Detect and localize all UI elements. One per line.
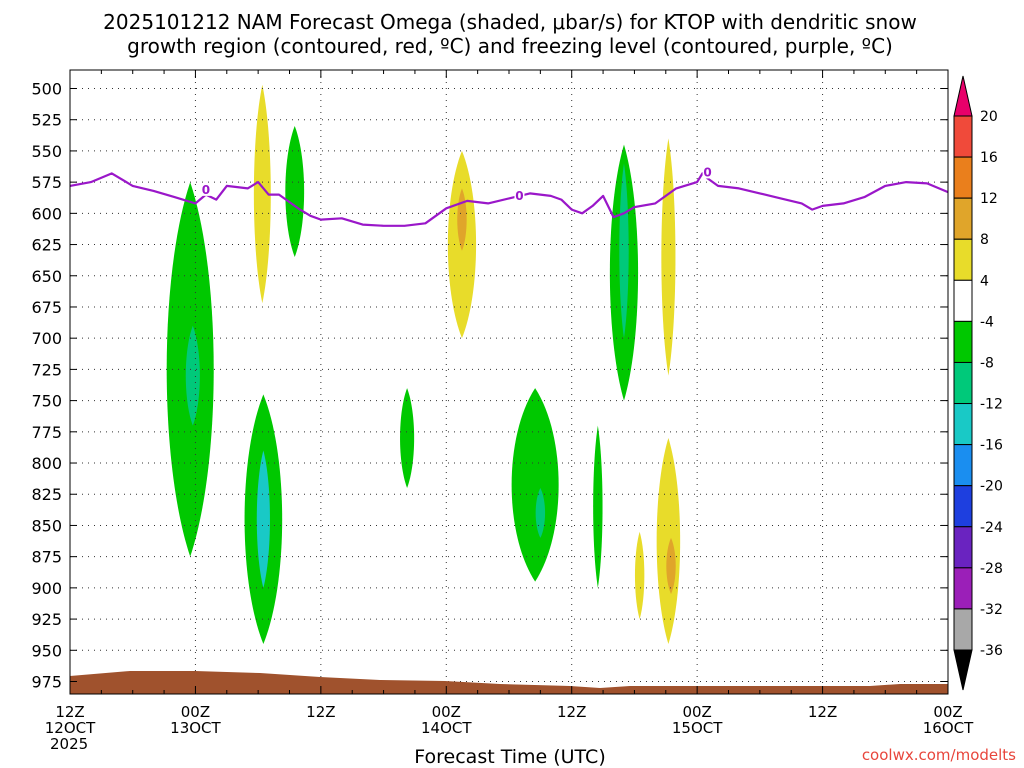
- credit-link[interactable]: coolwx.com/modelts: [862, 746, 1016, 764]
- omega-region-lower-sink-core: [256, 450, 270, 588]
- y-tick-label: 825: [31, 485, 62, 504]
- x-tick-label: 00Z: [181, 703, 210, 721]
- freezing-level-contour: 0 0 0: [69, 165, 949, 227]
- omega-region-ascent-4: [661, 138, 676, 376]
- freezing-level-label: 0: [202, 183, 210, 197]
- omega-colorbar: 20 16 12 8 4 -4 -8 -12 -16 -20 -24 -28 -32 -36: [953, 75, 1003, 691]
- colorbar-box: [953, 403, 973, 446]
- y-tick-label: 575: [31, 173, 62, 192]
- y-tick-label: 800: [31, 454, 62, 473]
- y-axis: 500 525 550 575 600 625 650 675 700 725 750 775 800 8…: [31, 80, 948, 692]
- omega-region-ascent-3: [634, 531, 645, 620]
- x-tick-label: 12Z: [808, 703, 837, 721]
- freezing-label-bg: [702, 165, 713, 179]
- x-tick-label: 15OCT: [672, 719, 723, 737]
- freezing-level-label: 0: [703, 165, 711, 179]
- colorbar-box: [953, 320, 973, 363]
- y-tick-label: 650: [31, 267, 62, 286]
- colorbar-box: [953, 567, 973, 610]
- y-tick-label: 550: [31, 142, 62, 161]
- colorbar-label: -32: [980, 602, 1003, 618]
- x-tick-label: 12Z: [557, 703, 586, 721]
- x-tick-label: 2025: [50, 735, 88, 753]
- colorbar-box: [953, 115, 973, 158]
- x-tick-label: 14OCT: [421, 719, 472, 737]
- colorbar-label: -24: [980, 520, 1003, 536]
- colorbar-label: -28: [980, 561, 1003, 577]
- x-tick-label: 16OCT: [923, 719, 974, 737]
- colorbar-label: -16: [980, 438, 1003, 454]
- chart-title-line-2: growth region (contoured, red, ºC) and f…: [127, 34, 893, 58]
- y-tick-label: 725: [31, 360, 62, 379]
- x-tick-label: 00Z: [682, 703, 711, 721]
- y-tick-label: 675: [31, 298, 62, 317]
- y-tick-label: 750: [31, 392, 62, 411]
- x-tick-label: 12Z: [55, 703, 84, 721]
- gridlines: [70, 70, 948, 694]
- chart-title-line-1: 2025101212 NAM Forecast Omega (shaded, μ…: [103, 10, 917, 34]
- omega-region-ascent-5-core: [666, 537, 676, 595]
- y-tick-label: 525: [31, 111, 62, 130]
- colorbar-label: 12: [980, 191, 998, 207]
- omega-region-ascent-1: [253, 84, 271, 304]
- colorbar-label: -12: [980, 397, 1003, 413]
- colorbar-label: -8: [980, 355, 994, 371]
- y-tick-label: 850: [31, 516, 62, 535]
- colorbar-box: [953, 238, 973, 281]
- y-tick-label: 950: [31, 641, 62, 660]
- colorbar-box: [953, 526, 973, 569]
- omega-region-ascent-5: [656, 438, 681, 645]
- omega-region-small-sink: [285, 125, 305, 258]
- omega-region-upper-sink-core: [619, 163, 629, 339]
- colorbar-lower-arrow: [953, 649, 973, 691]
- y-tick-label: 875: [31, 548, 62, 567]
- x-axis-title: Forecast Time (UTC): [414, 746, 605, 768]
- y-tick-label: 500: [31, 80, 62, 99]
- omega-shading: [166, 84, 681, 645]
- colorbar-upper-arrow: [953, 75, 973, 117]
- omega-region-small-sink-2: [400, 388, 415, 488]
- colorbar-box: [953, 197, 973, 240]
- x-tick-label: 12OCT: [45, 719, 96, 737]
- terrain: [70, 671, 948, 694]
- colorbar-box: [953, 444, 973, 487]
- colorbar-box: [953, 485, 973, 528]
- colorbar-label: -4: [980, 314, 994, 330]
- freezing-label-bg: [514, 189, 525, 203]
- omega-region-right-sink: [593, 425, 603, 588]
- y-tick-label: 600: [31, 204, 62, 223]
- colorbar-label: -36: [980, 643, 1003, 659]
- ground-surface: [70, 671, 948, 694]
- y-tick-label: 975: [31, 673, 62, 692]
- freezing-level-line: [69, 172, 949, 227]
- y-tick-label: 625: [31, 236, 62, 255]
- colorbar-label: 20: [980, 109, 998, 125]
- omega-region-mid-sink: [511, 388, 559, 582]
- x-tick-label: 00Z: [432, 703, 461, 721]
- colorbar-label: 16: [980, 150, 998, 166]
- colorbar-box: [953, 608, 973, 651]
- y-tick-label: 900: [31, 579, 62, 598]
- x-tick-label: 00Z: [933, 703, 962, 721]
- x-tick-label: 13OCT: [170, 719, 221, 737]
- x-tick-label: 12Z: [306, 703, 335, 721]
- colorbar-label: 8: [980, 232, 989, 248]
- colorbar-label: 4: [980, 273, 989, 289]
- colorbar-label: -20: [980, 479, 1003, 495]
- y-tick-label: 700: [31, 329, 62, 348]
- freezing-label-bg: [200, 182, 211, 196]
- colorbar-box: [953, 361, 973, 405]
- y-tick-label: 775: [31, 423, 62, 442]
- colorbar-box: [953, 279, 973, 322]
- y-tick-label: 925: [31, 610, 62, 629]
- colorbar-box: [953, 156, 973, 199]
- freezing-level-label: 0: [515, 189, 523, 203]
